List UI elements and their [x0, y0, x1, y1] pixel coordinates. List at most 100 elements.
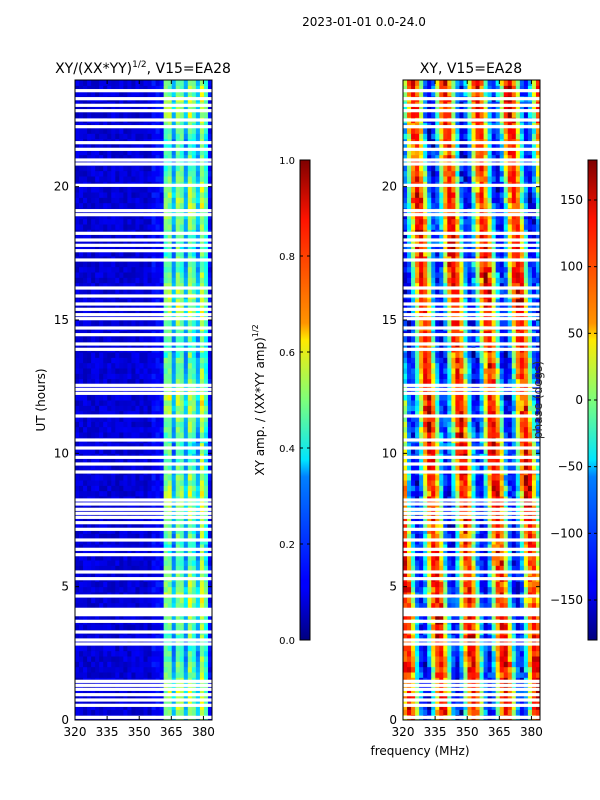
heatmap-cell [123, 309, 128, 316]
flagged-row [75, 326, 212, 330]
heatmap-cell [119, 602, 124, 609]
heatmap-cell [107, 357, 112, 364]
heatmap-cell [207, 282, 213, 289]
heatmap-cell [135, 432, 140, 438]
heatmap-cell [115, 410, 120, 417]
heatmap-cell [111, 298, 116, 305]
heatmap-cell [179, 624, 185, 630]
heatmap-cell [135, 597, 140, 604]
heatmap-cell [91, 218, 96, 225]
heatmap-cell [103, 661, 108, 668]
heatmap-cell [155, 192, 161, 198]
heatmap-cell [459, 634, 464, 641]
heatmap-cell [91, 128, 96, 134]
heatmap-cell [427, 650, 432, 657]
heatmap-cell [183, 336, 189, 342]
heatmap-cell [79, 368, 84, 374]
heatmap-cell [179, 80, 185, 86]
heatmap-cell [467, 624, 472, 630]
heatmap-cell [139, 442, 144, 449]
heatmap-cell [155, 560, 161, 566]
heatmap-cell [119, 544, 124, 550]
heatmap-cell [87, 282, 92, 289]
flagged-row [75, 147, 212, 151]
heatmap-cell [131, 309, 136, 316]
heatmap-cell [119, 656, 124, 662]
heatmap-cell [171, 197, 177, 204]
heatmap-cell [75, 400, 80, 406]
flagged-row [75, 607, 212, 611]
heatmap-cell [111, 197, 116, 204]
heatmap-cell [163, 661, 169, 668]
heatmap-cell [495, 634, 501, 641]
heatmap-cell [99, 176, 104, 182]
flagged-row [75, 231, 212, 235]
heatmap-cell [107, 320, 112, 326]
heatmap-cell [203, 426, 209, 433]
heatmap-cell [139, 709, 144, 716]
heatmap-cell [179, 405, 185, 412]
heatmap-cell [83, 373, 88, 380]
heatmap-cell [147, 298, 153, 305]
heatmap-cell [83, 170, 88, 177]
heatmap-cell [131, 261, 136, 268]
heatmap-cell [111, 474, 116, 481]
heatmap-cell [171, 416, 177, 422]
heatmap-cell [163, 304, 169, 310]
heatmap-cell [123, 304, 128, 310]
heatmap-cell [91, 634, 96, 641]
heatmap-cell [127, 597, 132, 604]
heatmap-cell [431, 624, 436, 630]
heatmap-cell [183, 288, 189, 294]
heatmap-cell [139, 309, 144, 316]
heatmap-cell [115, 597, 120, 604]
heatmap-cell [183, 309, 189, 316]
heatmap-cell [163, 709, 169, 716]
heatmap-cell [131, 549, 136, 556]
heatmap-cell [195, 597, 201, 604]
heatmap-cell [475, 709, 481, 716]
heatmap-cell [203, 490, 209, 497]
heatmap-cell [439, 597, 444, 604]
heatmap-cell [151, 154, 157, 161]
heatmap-cell [147, 165, 153, 172]
heatmap-cell [515, 634, 521, 641]
heatmap-cell [499, 597, 505, 604]
heatmap-cell [155, 544, 161, 550]
heatmap-cell [75, 394, 80, 401]
heatmap-cell [91, 581, 96, 588]
heatmap-cell [123, 298, 128, 305]
heatmap-cell [175, 490, 181, 497]
heatmap-cell [503, 602, 509, 609]
heatmap-cell [159, 400, 165, 406]
heatmap-cell [155, 661, 161, 668]
heatmap-cell [131, 80, 136, 86]
left-colorbar-label: XY amp. / (XX*YY amp)1/2 [251, 324, 267, 475]
heatmap-cell [135, 272, 140, 278]
heatmap-cell [135, 80, 140, 86]
heatmap-cell [179, 565, 185, 572]
heatmap-cell [119, 672, 124, 678]
heatmap-cell [131, 656, 136, 662]
heatmap-cell [135, 709, 140, 716]
heatmap-cell [119, 480, 124, 486]
heatmap-cell [127, 624, 132, 630]
heatmap-cell [87, 410, 92, 417]
heatmap-cell [179, 597, 185, 604]
heatmap-cell [87, 432, 92, 438]
heatmap-cell [111, 320, 116, 326]
heatmap-cell [135, 634, 140, 641]
heatmap-cell [187, 250, 193, 257]
heatmap-cell [179, 533, 185, 540]
heatmap-cell [95, 288, 100, 294]
heatmap-cell [107, 464, 112, 470]
heatmap-cell [163, 362, 169, 369]
heatmap-cell [99, 672, 104, 678]
heatmap-cell [183, 234, 189, 241]
heatmap-cell [175, 277, 181, 284]
heatmap-cell [99, 426, 104, 433]
heatmap-cell [151, 586, 157, 593]
heatmap-cell [171, 634, 177, 641]
heatmap-cell [91, 266, 96, 273]
heatmap-cell [203, 282, 209, 289]
